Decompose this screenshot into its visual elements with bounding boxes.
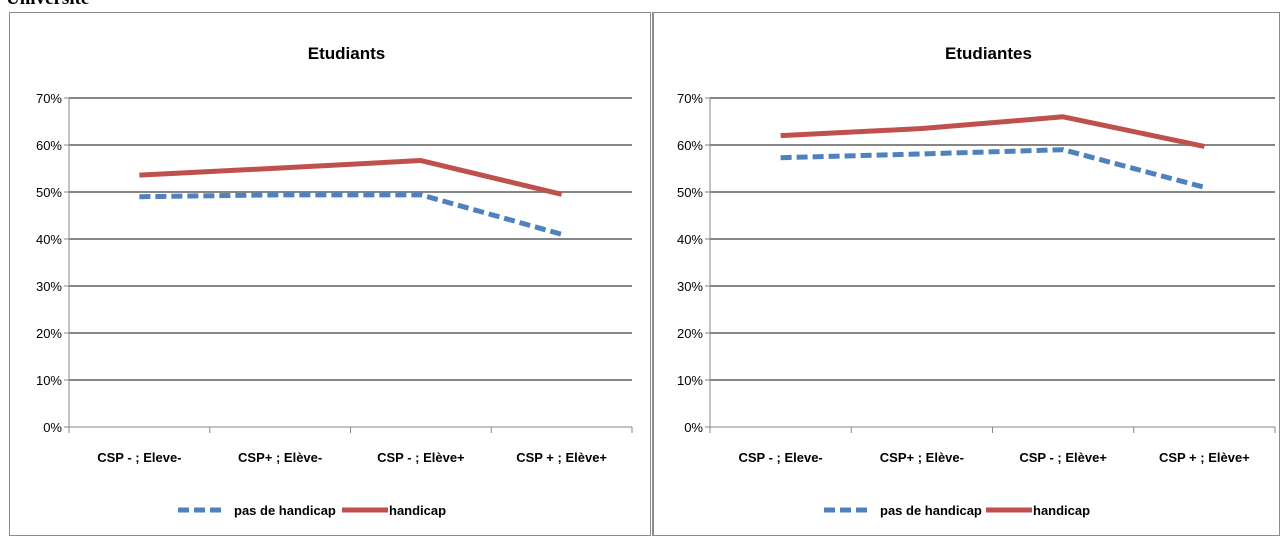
y-tick-label: 30% bbox=[36, 279, 62, 294]
chart-etudiants: Etudiants 0% 10% 20% 30% 40% 50% 60% 70% CSP - ; … bbox=[10, 13, 650, 535]
page-header-title: Université bbox=[6, 0, 89, 10]
legend-label: pas de handicap bbox=[880, 503, 982, 518]
y-tick-label: 40% bbox=[36, 232, 62, 247]
y-tick-label: 10% bbox=[36, 373, 62, 388]
y-tick-label: 20% bbox=[36, 326, 62, 341]
legend-label: handicap bbox=[1033, 503, 1090, 518]
y-tick-label: 0% bbox=[43, 420, 62, 435]
y-tick-label: 50% bbox=[36, 185, 62, 200]
x-tick-label: CSP - ; Eleve- bbox=[97, 450, 181, 465]
x-tick-label: CSP+ ; Elève- bbox=[238, 450, 322, 465]
chart-title: Etudiantes bbox=[945, 44, 1032, 63]
y-tick-label: 30% bbox=[677, 279, 703, 294]
series-line-handicap bbox=[781, 117, 1205, 147]
x-tick-label: CSP + ; Elève+ bbox=[1159, 450, 1250, 465]
series-line-pas-de-handicap bbox=[139, 195, 561, 234]
series-line-handicap bbox=[139, 161, 561, 195]
chart-title: Etudiants bbox=[308, 44, 385, 63]
chart-panel-etudiants: Etudiants 0% 10% 20% 30% 40% 50% 60% 70% CSP - ; … bbox=[9, 12, 651, 536]
x-tick-label: CSP+ ; Elève- bbox=[880, 450, 964, 465]
y-tick-label: 40% bbox=[677, 232, 703, 247]
y-tick-label: 70% bbox=[36, 91, 62, 106]
series-line-pas-de-handicap bbox=[781, 150, 1205, 188]
y-tick-label: 0% bbox=[684, 420, 703, 435]
legend-label: handicap bbox=[389, 503, 446, 518]
x-tick-label: CSP - ; Elève+ bbox=[1019, 450, 1107, 465]
y-tick-label: 60% bbox=[36, 138, 62, 153]
y-tick-label: 10% bbox=[677, 373, 703, 388]
chart-etudiantes: Etudiantes 0% 10% 20% 30% 40% 50% 60% 70% CSP - ;… bbox=[654, 13, 1278, 535]
x-tick-label: CSP - ; Elève+ bbox=[377, 450, 465, 465]
y-tick-label: 50% bbox=[677, 185, 703, 200]
y-tick-label: 70% bbox=[677, 91, 703, 106]
x-tick-label: CSP + ; Elève+ bbox=[516, 450, 607, 465]
chart-panel-etudiantes: Etudiantes 0% 10% 20% 30% 40% 50% 60% 70% CSP - ;… bbox=[652, 12, 1280, 536]
y-tick-label: 60% bbox=[677, 138, 703, 153]
x-tick-label: CSP - ; Eleve- bbox=[738, 450, 822, 465]
y-tick-label: 20% bbox=[677, 326, 703, 341]
legend-label: pas de handicap bbox=[234, 503, 336, 518]
